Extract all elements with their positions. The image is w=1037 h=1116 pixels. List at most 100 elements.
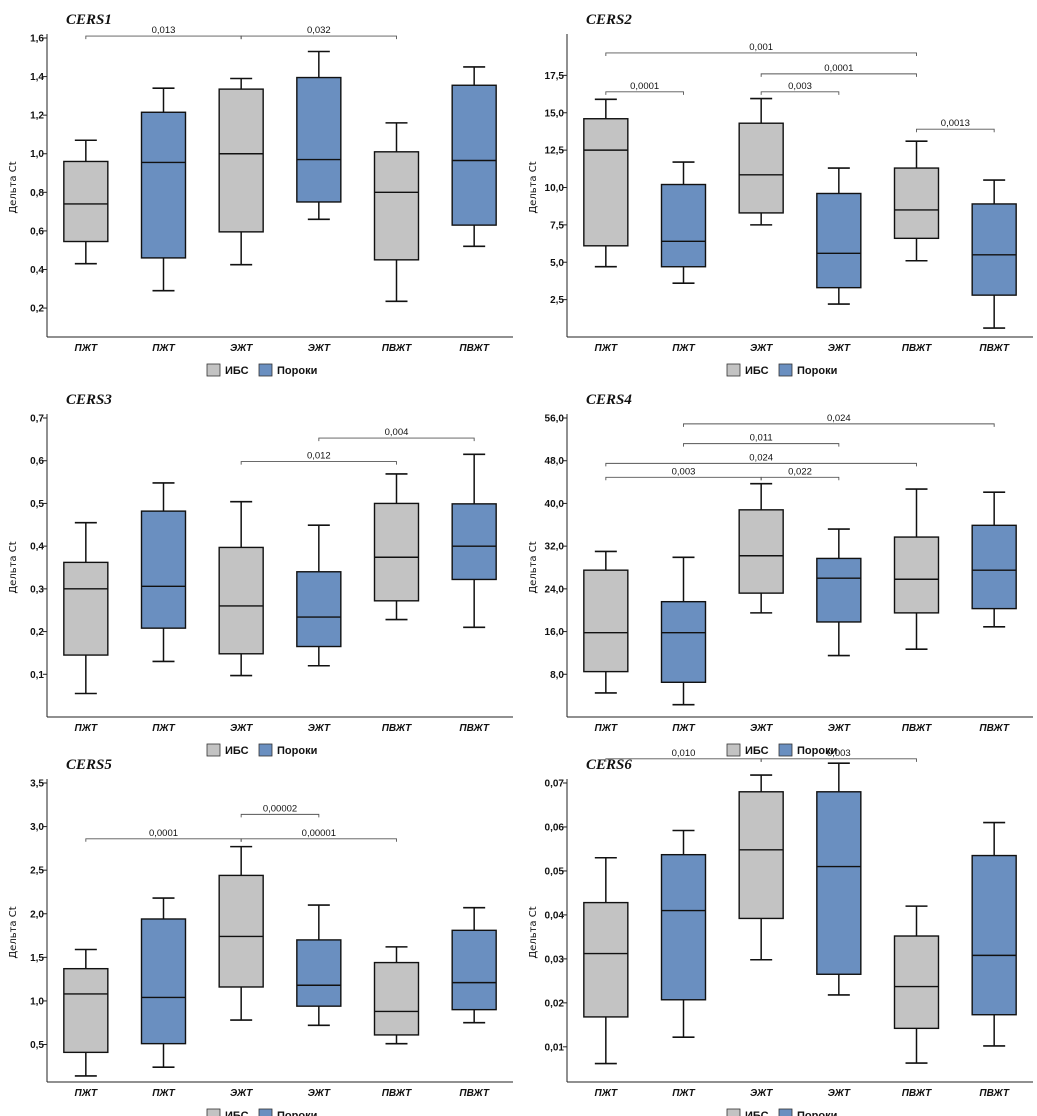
x-tick-label: ЭЖТ: [828, 723, 851, 734]
box-iqr: [971, 203, 1017, 296]
p-value-label: 0,00002: [263, 803, 297, 814]
chart-panel-cers6: CERS6 Дельта Ct 0,01 0,02 0,03 0,04 0,05 0,06 0,…: [520, 745, 1037, 1116]
box-3: [738, 482, 784, 614]
box-4: [296, 50, 342, 221]
p-value-label: 0,00001: [302, 828, 336, 839]
chart-title: CERS6: [586, 757, 632, 773]
box-1: [583, 550, 629, 694]
y-tick-label: 5,0: [550, 258, 564, 269]
x-tick-label: ПЖТ: [672, 723, 695, 734]
x-tick-label: ПВЖТ: [979, 343, 1009, 354]
x-tick-label: ПВЖТ: [382, 723, 412, 734]
legend-label: Пороки: [277, 365, 317, 377]
y-tick-label: 0,6: [30, 226, 44, 237]
box-iqr: [893, 167, 940, 240]
box-iqr: [660, 853, 707, 1001]
significance-bracket: 0,0001: [85, 828, 242, 842]
legend-label: ИБС: [745, 1110, 769, 1116]
bracket-line: [240, 813, 320, 818]
x-tick-label: ЭЖТ: [230, 1088, 253, 1099]
legend-swatch-2: [258, 1108, 273, 1116]
bracket-line: [240, 461, 397, 465]
legend-swatch-1: [726, 743, 741, 757]
x-tick-label: ПВЖТ: [382, 343, 412, 354]
significance-bracket: 0,011: [683, 433, 840, 447]
legend-swatch-1: [726, 363, 741, 377]
box-iqr: [816, 557, 862, 623]
legend-label: Пороки: [277, 1110, 317, 1116]
box-1: [583, 856, 629, 1065]
legend-label: ИБС: [745, 365, 769, 377]
box-5: [893, 905, 940, 1064]
y-tick-label: 15,0: [545, 108, 565, 119]
p-value-label: 0,011: [750, 433, 773, 444]
significance-bracket: 0,012: [240, 451, 397, 465]
legend: ИБС Пороки: [206, 1108, 317, 1116]
y-tick-label: 0,3: [30, 584, 44, 595]
y-tick-label: 40,0: [545, 499, 565, 510]
bracket-line: [760, 758, 917, 762]
box-5: [893, 488, 940, 650]
legend-swatch-1: [206, 1108, 221, 1116]
boxplot-svg: CERS1 Дельта Ct 0,2 0,4 0,6 0,8 1,0 1,2 1,4 1,6 ПЖ…: [8, 12, 513, 377]
significance-bracket: 0,003: [760, 748, 917, 762]
legend-label: ИБС: [225, 745, 249, 757]
box-2: [660, 556, 707, 706]
x-tick-label: ЭЖТ: [828, 1088, 851, 1099]
x-tick-label: ЭЖТ: [230, 343, 253, 354]
bracket-line: [605, 52, 917, 56]
x-tick-label: ПВЖТ: [459, 723, 489, 734]
significance-bracket: 0,003: [760, 81, 840, 95]
x-tick-label: ЭЖТ: [308, 343, 331, 354]
box-2: [140, 897, 187, 1068]
box-iqr: [971, 854, 1017, 1016]
legend-label: ИБС: [225, 365, 249, 377]
chart-title: CERS5: [66, 757, 112, 773]
x-tick-label: ПЖТ: [152, 343, 175, 354]
p-value-label: 0,012: [307, 451, 331, 462]
legend-label: ИБС: [225, 1110, 249, 1116]
box-iqr: [63, 967, 109, 1054]
y-tick-label: 0,2: [30, 627, 44, 638]
legend-label: Пороки: [277, 745, 317, 757]
x-tick-label: ПЖТ: [595, 723, 618, 734]
p-value-label: 0,0001: [630, 81, 659, 92]
box-iqr: [893, 935, 940, 1030]
bracket-line: [605, 462, 917, 467]
y-tick-label: 12,5: [545, 146, 565, 157]
box-iqr: [738, 509, 784, 594]
legend: ИБС Пороки: [726, 363, 837, 377]
box-1: [63, 139, 109, 265]
bracket-line: [760, 476, 840, 481]
legend-label: ИБС: [745, 745, 769, 757]
significance-bracket: 0,003: [605, 466, 762, 481]
x-tick-label: ЭЖТ: [750, 343, 773, 354]
y-tick-label: 0,4: [30, 542, 44, 553]
y-tick-label: 2,5: [30, 866, 44, 877]
y-axis-label: Дельта Ct: [528, 161, 539, 213]
boxplot-svg: CERS2 Дельта Ct 2,5 5,0 7,5 10,0 12,5 15,0 17,5 П…: [528, 12, 1033, 377]
y-tick-label: 0,5: [30, 499, 44, 510]
x-tick-label: ПЖТ: [75, 343, 98, 354]
x-tick-label: ПВЖТ: [979, 723, 1009, 734]
significance-bracket: 0,0001: [760, 63, 917, 77]
box-iqr: [373, 961, 420, 1036]
p-value-label: 0,013: [152, 25, 176, 36]
p-value-label: 0,022: [788, 466, 812, 477]
y-axis-label: Дельта Ct: [8, 541, 19, 593]
y-tick-label: 0,8: [30, 188, 44, 199]
y-tick-label: 1,0: [30, 149, 44, 160]
p-value-label: 0,010: [672, 748, 696, 759]
y-tick-label: 24,0: [545, 584, 565, 595]
y-tick-label: 1,5: [30, 953, 44, 964]
significance-bracket: 0,024: [605, 452, 917, 467]
chart-panel-cers1: CERS1 Дельта Ct 0,2 0,4 0,6 0,8 1,0 1,2 1,4 1,6 ПЖ…: [0, 0, 518, 377]
p-value-label: 0,024: [827, 413, 851, 424]
box-4: [816, 167, 862, 305]
bracket-line: [916, 128, 995, 133]
y-tick-label: 0,03: [545, 954, 565, 965]
chart-title: CERS2: [586, 12, 632, 28]
x-tick-label: ПЖТ: [595, 343, 618, 354]
box-3: [218, 845, 264, 1021]
